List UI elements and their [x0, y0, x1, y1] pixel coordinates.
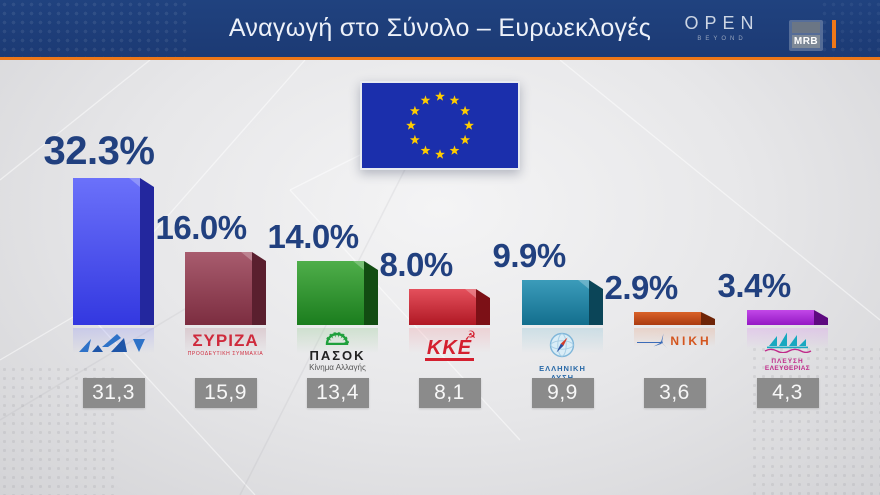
eu-flag-star: [464, 120, 474, 130]
page-title: Αναγωγή στο Σύνολο – Ευρωεκλογές: [228, 14, 652, 42]
titlebar-dots-pattern-right: [820, 0, 880, 57]
elliniki-lysi-logo: ΕΛΛΗΝΙΚΗ ΛΥΣΗ: [539, 332, 586, 382]
bar-2: [185, 252, 266, 325]
previous-value-box: 13,4: [306, 378, 369, 408]
plefsi-eleftherias-logo: ΠΛΕΥΣΗ ΕΛΕΥΘΕΡΙΑΣ: [762, 332, 814, 372]
sailboat-icon: [764, 332, 811, 354]
syriza-logo: ΣΥΡΙΖΑ ΠΡΟΟΔΕΥΤΙΚΗ ΣΥΜΜΑΧΙΑ: [187, 331, 264, 358]
open-beyond-logo: OPEN BEYOND: [682, 13, 762, 42]
poll-value-label: 8.0%: [379, 246, 454, 283]
party-logo-1: [57, 332, 171, 374]
pasok-sun-icon: [326, 332, 350, 346]
open-logo-subtext: BEYOND: [697, 36, 747, 42]
party-logo-5: ΕΛΛΗΝΙΚΗ ΛΥΣΗ: [506, 332, 620, 382]
previous-value-box: 4,3: [756, 378, 819, 408]
eu-flag-star: [449, 95, 460, 105]
niki-logo: ΝΙΚΗ: [637, 332, 711, 350]
plefsi-text-line2: ΕΛΕΥΘΕΡΙΑΣ: [764, 365, 811, 372]
party-logo-2: ΣΥΡΙΖΑ ΠΡΟΟΔΕΥΤΙΚΗ ΣΥΜΜΑΧΙΑ: [169, 332, 283, 374]
poll-value-label: 14.0%: [267, 218, 360, 255]
eu-flag-star: [449, 145, 460, 155]
orange-divider-tick: [832, 20, 836, 48]
eu-flag-star: [435, 91, 445, 101]
title-bar: Αναγωγή στο Σύνολο – Ευρωεκλογές OPEN BE…: [0, 0, 880, 57]
bar-reflection: [634, 328, 715, 349]
bar-6: [634, 312, 715, 325]
previous-value-box: 8,1: [418, 378, 481, 408]
previous-value-box: 9,9: [531, 378, 594, 408]
previous-value-box: 3,6: [643, 378, 706, 408]
elliniki-lysi-text-line2: ΛΥΣΗ: [539, 373, 586, 382]
elliniki-lysi-text-line1: ΕΛΛΗΝΙΚΗ: [539, 364, 586, 373]
eu-flag-star: [460, 134, 471, 145]
eu-flag-star: [460, 105, 471, 116]
pasok-logo: ΠΑΣΟΚ Κίνημα Αλλαγής: [309, 332, 366, 372]
compass-globe-icon: [550, 332, 575, 358]
poll-value-label: 3.4%: [717, 267, 792, 304]
eu-flag-star: [435, 149, 445, 159]
pasok-logo-subtext: Κίνημα Αλλαγής: [309, 363, 366, 372]
poll-value-label: 32.3%: [43, 129, 155, 173]
party-logo-3: ΠΑΣΟΚ Κίνημα Αλλαγής: [281, 332, 395, 374]
bar-7: [747, 310, 828, 325]
niki-logo-text: ΝΙΚΗ: [670, 334, 712, 348]
party-logo-7: ΠΛΕΥΣΗ ΕΛΕΥΘΕΡΙΑΣ: [731, 332, 845, 374]
eu-flag-star: [420, 95, 431, 105]
syriza-logo-subtext: ΠΡΟΟΔΕΥΤΙΚΗ ΣΥΜΜΑΧΙΑ: [187, 351, 264, 357]
bar-4: [409, 289, 490, 325]
plefsi-text-line1: ΠΛΕΥΣΗ: [771, 358, 804, 365]
mrb-logo-text: MRB: [792, 35, 820, 48]
party-logo-4: ☭ ΚΚΕ: [393, 328, 507, 374]
eu-flag-star: [409, 105, 420, 116]
wind-turbine-icon: [637, 333, 668, 349]
nd-logo-flag: [78, 334, 145, 352]
previous-value-box: 31,3: [82, 378, 145, 408]
poll-value-label: 16.0%: [155, 209, 248, 246]
mrb-logo: MRB: [789, 20, 823, 51]
bar-5: [522, 280, 603, 325]
pasok-logo-text: ΠΑΣΟΚ: [309, 348, 366, 363]
titlebar-dots-pattern: [0, 0, 190, 57]
bar-reflection: [747, 328, 828, 351]
bar-3: [297, 261, 378, 325]
party-logo-6: ΝΙΚΗ: [618, 332, 732, 374]
bar-1: [73, 178, 154, 325]
hammer-and-sickle-icon: ☭: [464, 328, 477, 343]
poll-value-label: 9.9%: [492, 237, 567, 274]
orange-accent-strip: [0, 57, 880, 60]
poll-value-label: 2.9%: [604, 269, 679, 306]
previous-value-box: 15,9: [194, 378, 257, 408]
kke-logo: ☭ ΚΚΕ: [424, 328, 476, 361]
syriza-logo-text: ΣΥΡΙΖΑ: [192, 331, 259, 350]
mrb-logo-band: [792, 22, 820, 33]
open-logo-text: OPEN: [684, 13, 760, 33]
